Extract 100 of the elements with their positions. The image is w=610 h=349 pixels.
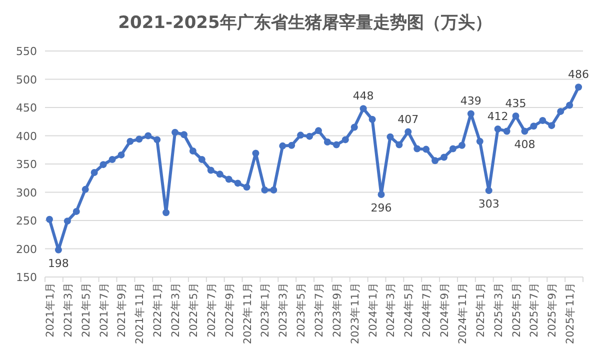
point [154,136,161,144]
point [404,128,412,136]
point [521,128,528,135]
point [72,208,80,215]
x-tick-label: 2023年11月 [349,282,362,344]
data-label: 408 [514,138,536,152]
point [476,138,484,145]
point [575,84,582,91]
point [279,142,286,150]
x-tick-label: 2022年3月 [170,282,182,338]
point [189,148,196,155]
x-tick-label: 2021年1月 [44,282,56,338]
point [64,218,71,225]
point [360,105,367,112]
data-label: 303 [478,198,500,211]
point [414,145,421,152]
point [216,170,224,178]
x-tick-label: 2023年7月 [313,282,326,338]
point [512,112,520,120]
point [136,136,143,143]
x-tick-label: 2021年5月 [80,282,92,338]
point [494,125,502,132]
data-label: 435 [505,96,526,110]
point [234,180,242,187]
x-tick-label: 2025年1月 [474,282,487,338]
point [566,102,574,109]
point [332,141,340,148]
x-tick-label: 2025年3月 [492,282,505,338]
point [324,138,331,146]
point [449,145,456,152]
x-tick-label: 2023年1月 [260,282,272,338]
data-label: 486 [568,68,590,82]
point [467,110,474,118]
x-tick-label: 2021年11月 [134,282,146,344]
x-tick-label: 2024年9月 [439,282,452,338]
x-tick-label: 2025年9月 [546,282,559,338]
data-label: 412 [487,110,508,123]
point [225,176,232,183]
point [90,168,98,176]
y-tick-label: 350 [16,158,37,171]
point [297,132,304,139]
point [368,116,376,123]
data-label: 407 [398,112,419,126]
data-label: 296 [370,202,392,215]
point [350,124,358,131]
point [432,157,439,164]
point [314,127,322,134]
point [378,191,385,198]
x-tick-label: 2024年1月 [367,282,380,338]
x-tick-label: 2022年5月 [188,282,200,338]
point [180,131,188,138]
point [108,156,116,163]
point [288,142,296,149]
point [270,186,278,194]
data-label: 439 [460,94,482,108]
point [342,136,349,144]
y-tick-label: 550 [16,45,37,58]
point [396,141,403,148]
x-tick-label: 2024年3月 [385,282,398,338]
x-tick-label: 2021年7月 [98,282,110,338]
point [548,122,556,130]
point [539,116,546,124]
point [557,108,564,115]
point [261,186,268,194]
point [46,216,53,223]
y-tick-label: 150 [16,271,37,284]
y-tick-label: 500 [16,73,37,86]
point [198,156,206,163]
x-tick-label: 2024年5月 [403,282,416,338]
x-tick-label: 2022年7月 [206,282,218,338]
point [82,186,89,193]
y-tick-label: 450 [16,102,37,114]
data-label: 448 [352,90,374,103]
x-tick-label: 2022年1月 [152,282,164,338]
point [503,128,510,135]
point [118,151,125,158]
x-tick-label: 2023年5月 [296,282,308,338]
x-tick-label: 2023年3月 [278,282,290,338]
x-tick-label: 2025年11月 [564,282,577,344]
x-tick-label: 2025年7月 [528,282,541,338]
x-tick-label: 2024年7月 [421,282,434,338]
point [252,150,260,157]
y-tick-label: 250 [16,214,37,228]
x-tick-label: 2021年9月 [116,282,128,338]
point [485,187,492,194]
y-tick-label: 400 [16,130,37,143]
point [162,209,170,216]
data-label: 198 [48,256,69,270]
point [530,122,538,130]
point [126,138,134,145]
point [458,142,466,149]
x-tick-label: 2022年9月 [224,282,236,338]
y-tick-label: 200 [16,242,37,256]
point [144,132,152,140]
point [440,154,448,161]
x-tick-label: 2024年11月 [456,282,469,344]
y-tick-label: 300 [16,186,37,200]
point [422,146,430,153]
point [386,133,394,140]
chart-title: 2021-2025年广东省生猪屠宰量走势图（万头） [118,13,492,33]
